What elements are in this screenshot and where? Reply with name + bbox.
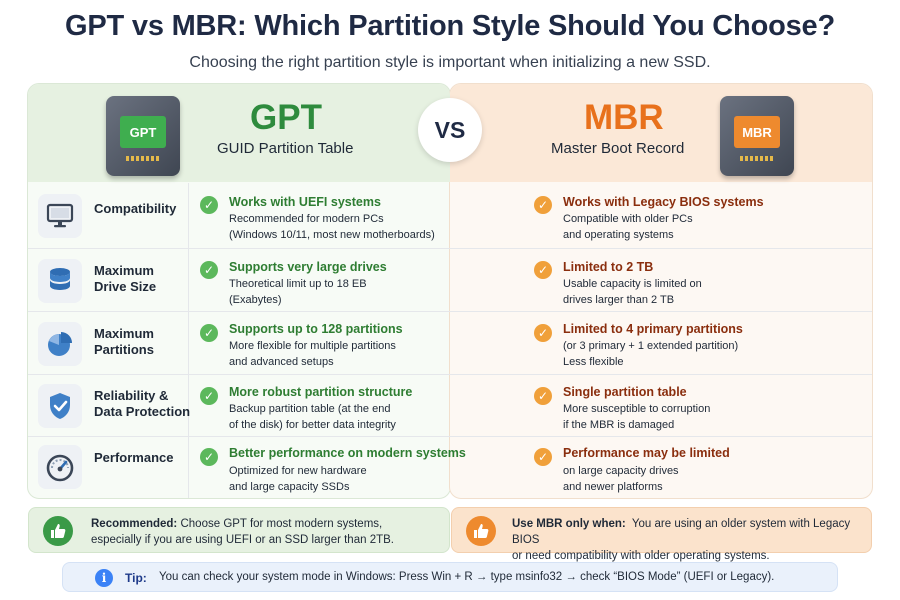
mbr-description: More susceptible to corruption if the MBR… (563, 403, 711, 431)
mbr-drive-icon: MBR (720, 96, 794, 176)
row-label: Compatibility (94, 201, 177, 216)
gpt-description: Optimized for new hardware and large capa… (229, 465, 367, 493)
mbr-description: (or 3 primary + 1 extended partition) Les… (563, 340, 739, 368)
info-icon: i (95, 569, 113, 587)
row-drive-size: Maximum Drive Size ✓ Supports very large … (28, 249, 872, 312)
gpt-check-icon: ✓ (200, 261, 218, 279)
mbr-heading: Limited to 4 primary partitions (563, 322, 743, 336)
mbr-description: Usable capacity is limited on drives larg… (563, 278, 702, 306)
gpt-heading: Supports very large drives (229, 260, 387, 274)
mbr-heading: Limited to 2 TB (563, 260, 654, 274)
tip-text: You can check your system mode in Window… (159, 571, 775, 583)
row-label: Maximum Drive Size (94, 263, 157, 294)
mbr-heading: Performance may be limited (563, 446, 730, 460)
mbr-description: Compatible with older PCs and operating s… (563, 213, 693, 241)
gpt-check-icon: ✓ (200, 196, 218, 214)
row-performance: Performance ✓ Better performance on mode… (28, 437, 872, 498)
recommended-box: Recommended: Choose GPT for most modern … (28, 507, 450, 553)
speedometer-icon (38, 445, 82, 489)
row-partitions: Maximum Partitions ✓ Supports up to 128 p… (28, 312, 872, 375)
row-compatibility: Compatibility ✓ Works with UEFI systems … (28, 183, 872, 249)
mbr-full-name: Master Boot Record (551, 140, 685, 157)
mbr-check-icon: ✓ (534, 261, 552, 279)
pie-chart-icon (38, 322, 82, 366)
mbr-check-icon: ✓ (534, 448, 552, 466)
page-title: GPT vs MBR: Which Partition Style Should… (65, 10, 835, 42)
row-reliability: Reliability & Data Protection ✓ More robu… (28, 375, 872, 437)
mbr-only-box: Use MBR only when: You are using an olde… (451, 507, 872, 562)
tip-label: Tip: (125, 571, 147, 585)
thumbs-up-icon (466, 516, 496, 546)
row-label: Reliability & Data Protection (94, 388, 191, 419)
mbr-heading: Single partition table (563, 385, 687, 399)
gpt-description: Theoretical limit up to 18 EB (Exabytes) (229, 278, 367, 306)
gpt-heading: Works with UEFI systems (229, 195, 381, 209)
monitor-icon (38, 194, 82, 238)
gpt-check-icon: ✓ (200, 324, 218, 342)
mbr-check-icon: ✓ (534, 324, 552, 342)
row-label: Performance (94, 450, 174, 465)
column-divider (188, 183, 189, 498)
gpt-description: More flexible for multiple partitions and… (229, 340, 396, 368)
shield-check-icon (38, 384, 82, 428)
tip-bar: i Tip: You can check your system mode in… (62, 562, 838, 592)
gpt-description: Backup partition table (at the end of the… (229, 403, 396, 431)
gpt-check-icon: ✓ (200, 448, 218, 466)
database-icon (38, 259, 82, 303)
gpt-name: GPT (250, 98, 322, 137)
gpt-heading: Better performance on modern systems (229, 446, 466, 460)
mbr-description: on large capacity drives and newer platfo… (563, 465, 679, 493)
gpt-description: Recommended for modern PCs (Windows 10/11… (229, 213, 435, 241)
gpt-drive-icon: GPT (106, 96, 180, 176)
gpt-heading: Supports up to 128 partitions (229, 322, 403, 336)
mbr-drive-chip: MBR (734, 116, 780, 148)
mbr-header (450, 84, 872, 182)
mbr-check-icon: ✓ (534, 387, 552, 405)
page-subtitle: Choosing the right partition style is im… (189, 54, 711, 71)
row-label: Maximum Partitions (94, 326, 154, 357)
mbr-heading: Works with Legacy BIOS systems (563, 195, 764, 209)
mbr-only-text: Use MBR only when: You are using an olde… (512, 518, 851, 562)
gpt-heading: More robust partition structure (229, 385, 413, 399)
mbr-check-icon: ✓ (534, 196, 552, 214)
mbr-name: MBR (584, 98, 664, 137)
gpt-full-name: GUID Partition Table (217, 140, 354, 157)
gpt-header (28, 84, 450, 182)
vs-badge: VS (418, 98, 482, 162)
gpt-check-icon: ✓ (200, 387, 218, 405)
gpt-drive-chip: GPT (120, 116, 166, 148)
recommended-text: Recommended: Choose GPT for most modern … (91, 518, 394, 546)
thumbs-up-icon (43, 516, 73, 546)
